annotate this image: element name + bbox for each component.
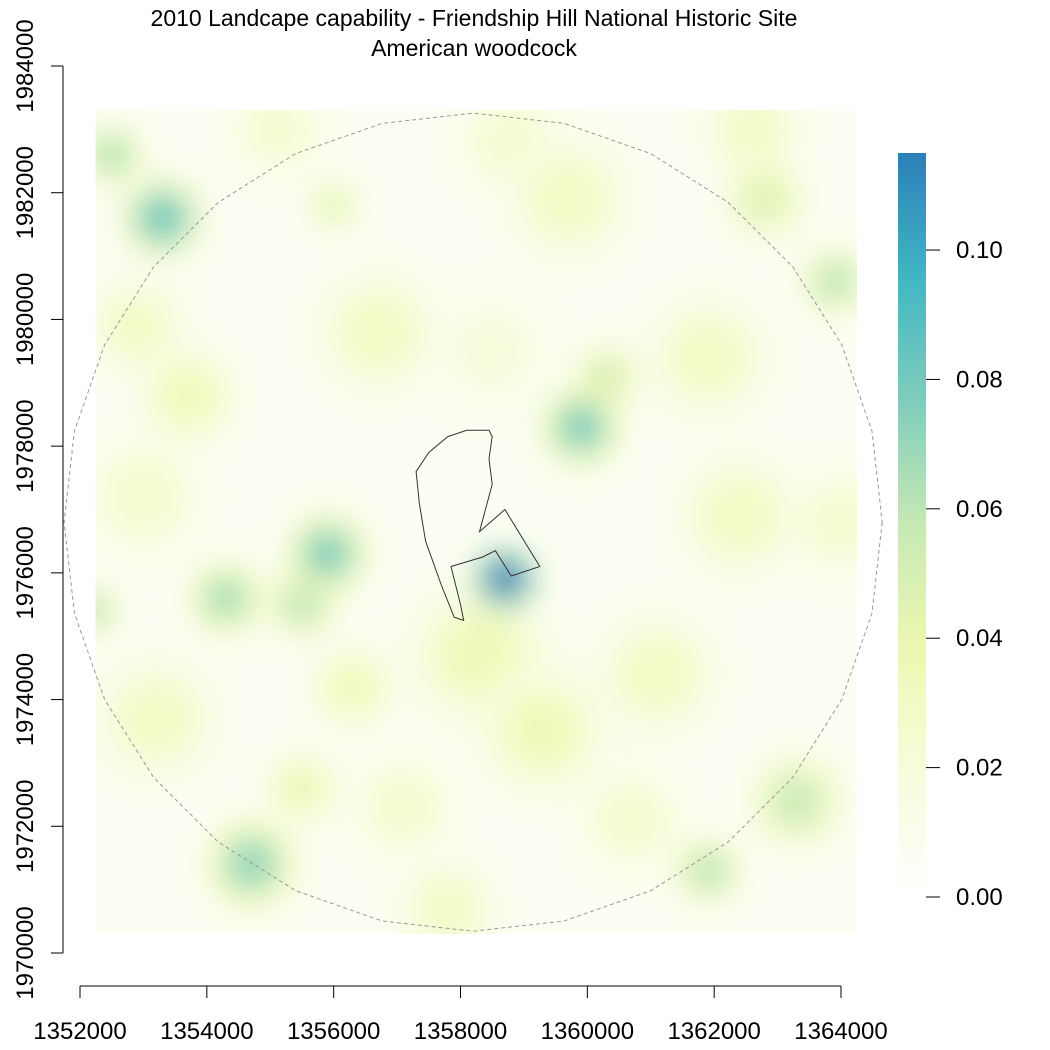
legend-tick-label: 0.10 bbox=[956, 237, 1003, 264]
x-tick-label: 1358000 bbox=[414, 1018, 507, 1045]
y-tick-label: 1976000 bbox=[12, 526, 39, 619]
hotspot bbox=[95, 595, 109, 627]
hotspot bbox=[103, 456, 184, 537]
y-axis: 1970000 1972000 1974000 1976000 1978000 19800… bbox=[12, 19, 64, 1000]
color-legend: 0.00 0.02 0.04 0.06 0.08 0.10 bbox=[898, 153, 1003, 911]
hotspot bbox=[740, 174, 790, 224]
hotspot-halo bbox=[95, 583, 121, 639]
buffer-circle bbox=[63, 112, 883, 932]
hotspot bbox=[138, 193, 187, 243]
legend-tick-label: 0.02 bbox=[956, 755, 1003, 782]
hotspot bbox=[318, 189, 350, 221]
hotspot bbox=[699, 475, 780, 556]
y-tick-label: 1984000 bbox=[12, 19, 39, 112]
hotspot bbox=[596, 784, 668, 856]
y-tick-label: 1982000 bbox=[12, 146, 39, 239]
x-tick-label: 1354000 bbox=[160, 1018, 253, 1045]
chart-title: 2010 Landcape capability - Friendship Hi… bbox=[151, 5, 798, 31]
y-tick-label: 1972000 bbox=[12, 780, 39, 873]
hotspot bbox=[224, 837, 278, 891]
hotspot bbox=[338, 292, 419, 373]
x-tick-label: 1356000 bbox=[287, 1018, 380, 1045]
x-tick-label: 1364000 bbox=[794, 1018, 887, 1045]
hotspot bbox=[617, 634, 698, 715]
hotspot bbox=[367, 771, 439, 843]
y-tick-label: 1978000 bbox=[12, 399, 39, 492]
x-tick-label: 1360000 bbox=[541, 1018, 634, 1045]
x-tick-label: 1352000 bbox=[33, 1018, 126, 1045]
hotspot bbox=[814, 261, 855, 302]
hotspot bbox=[279, 766, 325, 811]
hotspot bbox=[302, 529, 352, 579]
x-axis: 1352000 1354000 1356000 1358000 1360000 13620… bbox=[33, 985, 888, 1045]
hotspot bbox=[116, 678, 197, 759]
legend-tick-label: 0.04 bbox=[956, 625, 1003, 652]
hotspot bbox=[245, 110, 308, 161]
hotspot bbox=[721, 110, 784, 161]
hotspot bbox=[326, 660, 380, 714]
hotspot bbox=[528, 159, 609, 240]
y-tick-label: 1974000 bbox=[12, 653, 39, 746]
hotspot bbox=[416, 877, 479, 934]
legend-color-bar bbox=[898, 153, 926, 897]
hotspot bbox=[805, 486, 857, 558]
hotspot bbox=[452, 311, 533, 392]
capability-raster bbox=[95, 110, 857, 934]
legend-tick-label: 0.08 bbox=[956, 366, 1003, 393]
legend-tick-label: 0.00 bbox=[956, 884, 1003, 911]
x-tick-label: 1362000 bbox=[667, 1018, 760, 1045]
hotspot bbox=[769, 774, 824, 828]
park-boundary bbox=[415, 429, 541, 622]
hotspot bbox=[502, 691, 583, 772]
y-tick-label: 1970000 bbox=[12, 906, 39, 999]
hotspot bbox=[203, 576, 249, 621]
y-tick-label: 1980000 bbox=[12, 273, 39, 366]
hotspot bbox=[667, 317, 748, 398]
hotspot bbox=[156, 364, 219, 427]
hotspot bbox=[687, 850, 728, 891]
hotspot bbox=[484, 559, 525, 600]
legend-tick-label: 0.06 bbox=[956, 496, 1003, 523]
hotspot bbox=[556, 402, 606, 452]
hotspot bbox=[106, 294, 169, 357]
chart-subtitle: American woodcock bbox=[371, 35, 577, 61]
hotspot bbox=[95, 136, 130, 173]
